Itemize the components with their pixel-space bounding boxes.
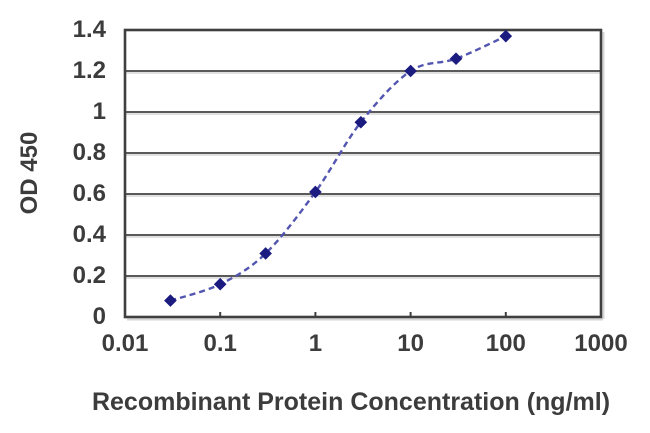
- y-tick-label: 0.8: [72, 139, 106, 166]
- plot-border: [123, 28, 603, 319]
- y-tick-label: 1.4: [72, 16, 106, 43]
- data-point-marker: [499, 29, 513, 43]
- y-tick-label: 1: [92, 98, 106, 125]
- x-tick-label: 1: [308, 330, 323, 357]
- x-tick-label: 10: [397, 330, 424, 357]
- data-point-marker: [354, 115, 368, 129]
- x-tick-label: 100: [485, 330, 526, 357]
- x-tick-label: 0.01: [101, 330, 149, 357]
- x-axis-title: Recombinant Protein Concentration (ng/ml…: [91, 388, 611, 416]
- x-tick-label: 0.1: [203, 330, 237, 357]
- x-tick-label: 1000: [574, 330, 628, 357]
- series-line: [170, 35, 507, 302]
- data-point-marker: [449, 52, 463, 66]
- y-tick-label: 1.2: [72, 57, 106, 84]
- y-tick-label: 0.6: [72, 180, 106, 207]
- y-tick-label: 0.2: [72, 262, 106, 289]
- y-tick-label: 0.4: [72, 221, 106, 248]
- data-point-marker: [259, 247, 272, 260]
- data-point-marker: [213, 277, 227, 291]
- y-tick-label: 0: [92, 303, 106, 330]
- data-point-marker: [309, 185, 322, 199]
- data-point-marker: [164, 294, 177, 307]
- data-point-marker: [404, 64, 417, 78]
